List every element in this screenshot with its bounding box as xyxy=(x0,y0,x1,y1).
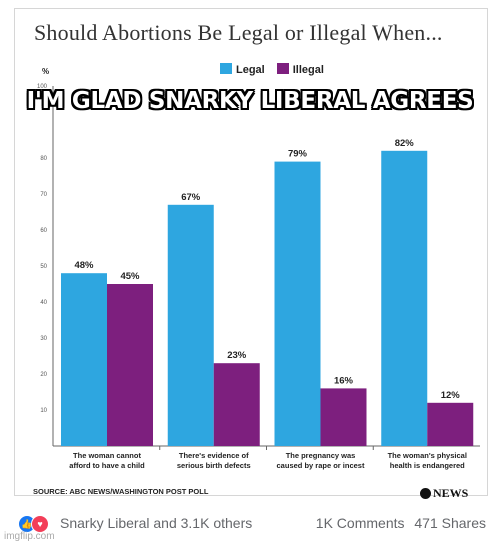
facebook-reaction-bar: 👍 ♥ Snarky Liberal and 3.1K others 1K Co… xyxy=(0,508,500,538)
y-tick-label: 100 xyxy=(37,84,48,90)
bar-illegal xyxy=(107,284,153,446)
bar-illegal xyxy=(320,388,367,446)
y-tick-label: 60 xyxy=(40,228,47,234)
x-tick-label: The woman cannot xyxy=(73,451,141,460)
legend-swatch-legal xyxy=(220,63,232,74)
reaction-icons[interactable]: 👍 ♥ xyxy=(18,513,58,533)
data-label-legal: 48% xyxy=(74,260,94,271)
data-label-legal: 82% xyxy=(395,138,415,149)
x-tick-label: serious birth defects xyxy=(177,461,251,470)
data-label-illegal: 45% xyxy=(120,271,140,282)
data-label-legal: 67% xyxy=(181,192,201,203)
x-tick-label: There's evidence of xyxy=(179,451,249,460)
bar-legal xyxy=(274,161,321,446)
y-tick-label: 70 xyxy=(40,192,47,198)
legend-label-legal: Legal xyxy=(236,64,265,76)
chart-title: Should Abortions Be Legal or Illegal Whe… xyxy=(34,20,443,45)
chart-legend: Legal Illegal xyxy=(220,63,324,76)
y-tick-label: 30 xyxy=(40,336,47,342)
x-tick-label: caused by rape or incest xyxy=(277,461,365,470)
y-tick-label: 20 xyxy=(40,372,47,378)
meme-caption: I'M GLAD SNARKY LIBERAL AGREES xyxy=(26,88,474,114)
y-tick-label: 80 xyxy=(40,156,47,162)
data-label-legal: 79% xyxy=(288,149,308,160)
data-label-illegal: 23% xyxy=(227,350,247,361)
bar-legal xyxy=(381,150,428,447)
data-label-illegal: 16% xyxy=(334,375,354,386)
x-tick-label: The pregnancy was xyxy=(286,451,356,460)
y-tick-label: 50 xyxy=(40,264,47,270)
post-stats: 1K Comments 471 Shares xyxy=(316,515,486,531)
comments-link[interactable]: 1K Comments xyxy=(315,515,405,531)
legend-label-illegal: Illegal xyxy=(292,64,324,76)
bar-illegal xyxy=(427,402,474,446)
heart-icon: ♥ xyxy=(31,515,49,533)
legend-item-illegal: Illegal xyxy=(276,63,324,76)
imgflip-watermark: imgflip.com xyxy=(4,531,55,542)
logo-text: NEWS xyxy=(433,486,469,500)
bar-legal xyxy=(167,204,214,446)
bar-legal xyxy=(61,273,107,446)
x-tick-label: The woman's physical xyxy=(388,451,467,460)
chart-source: SOURCE: ABC NEWS/WASHINGTON POST POLL xyxy=(33,487,209,496)
y-axis-label: % xyxy=(42,67,49,76)
abc-news-logo: NEWS xyxy=(420,486,468,501)
x-tick-label: health is endangered xyxy=(390,461,465,470)
data-label-illegal: 12% xyxy=(441,390,461,401)
y-tick-label: 10 xyxy=(40,408,47,414)
legend-swatch-illegal xyxy=(276,63,289,74)
y-tick-label: 40 xyxy=(40,300,47,306)
abc-logo-icon xyxy=(420,488,431,499)
legend-item-legal: Legal xyxy=(220,63,265,76)
x-tick-label: afford to have a child xyxy=(69,461,145,470)
bar-illegal xyxy=(213,363,260,446)
reactors-link[interactable]: Snarky Liberal and 3.1K others xyxy=(60,515,253,531)
shares-link[interactable]: 471 Shares xyxy=(414,515,486,531)
